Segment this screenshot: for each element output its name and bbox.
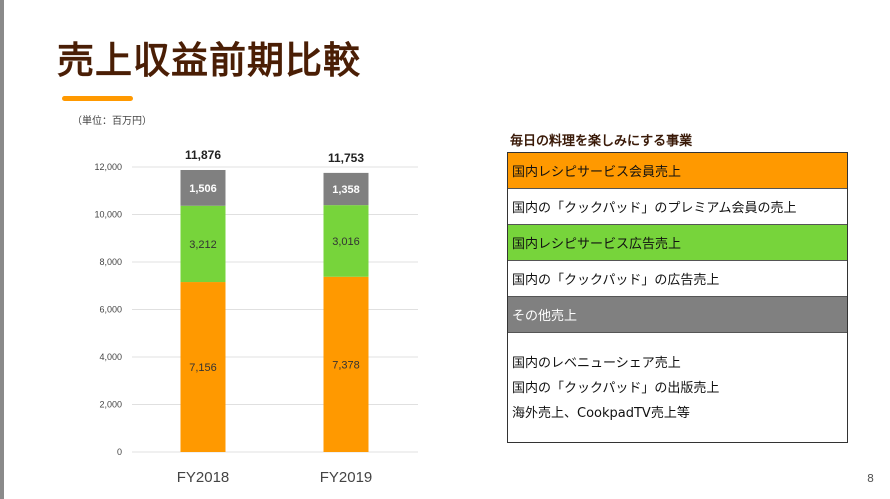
data-label: 7,378 [332, 359, 360, 371]
row-other-sales: その他売上 [508, 297, 847, 333]
page-title: 売上収益前期比較 [57, 39, 361, 82]
x-tick-label: FY2019 [320, 469, 373, 486]
bar-segment [180, 205, 226, 283]
data-label: 1,358 [332, 184, 360, 196]
bar-segment [323, 276, 369, 452]
y-tick-label: 6,000 [99, 305, 122, 315]
y-tick-label: 10,000 [94, 210, 122, 220]
row-other-desc: 国内のレベニューシェア売上 国内の「クックパッド」の出版売上 海外売上、Cook… [508, 333, 847, 442]
data-label: 1,506 [189, 183, 217, 195]
section-heading: 毎日の料理を楽しみにする事業 [510, 134, 693, 149]
y-tick-label: 12,000 [94, 162, 122, 172]
title-underline [62, 96, 133, 101]
left-border [0, 0, 4, 499]
total-label: 11,753 [328, 151, 364, 165]
data-label: 3,016 [332, 236, 360, 248]
y-tick-label: 8,000 [99, 257, 122, 267]
bar-segment [180, 282, 226, 452]
other-line: 海外売上、CookpadTV売上等 [512, 406, 690, 421]
data-label: 3,212 [189, 239, 217, 251]
other-line: 国内のレベニューシェア売上 [512, 356, 681, 371]
legend-table: 国内レシピサービス会員売上 国内の「クックパッド」のプレミアム会員の売上 国内レ… [507, 152, 848, 443]
bar-segment [323, 205, 369, 277]
row-member-desc: 国内の「クックパッド」のプレミアム会員の売上 [508, 189, 847, 225]
row-ad-desc: 国内の「クックパッド」の広告売上 [508, 261, 847, 297]
y-tick-label: 0 [117, 447, 122, 457]
row-ad-sales: 国内レシピサービス広告売上 [508, 225, 847, 261]
bar-segment [180, 169, 226, 206]
unit-note: （単位：百万円） [72, 116, 152, 127]
y-tick-label: 4,000 [99, 352, 122, 362]
bar-segment [323, 172, 369, 206]
stacked-bar-chart: 0 2,000 4,000 6,000 8,000 10,000 12,000 7,156 3,… [94, 148, 418, 486]
y-tick-label: 2,000 [99, 400, 122, 410]
total-label: 11,876 [185, 148, 221, 162]
row-member-sales: 国内レシピサービス会員売上 [508, 153, 847, 189]
x-tick-label: FY2018 [177, 469, 230, 486]
page-number: 8 [867, 472, 874, 485]
data-label: 7,156 [189, 362, 217, 374]
other-line: 国内の「クックパッド」の出版売上 [512, 381, 720, 396]
